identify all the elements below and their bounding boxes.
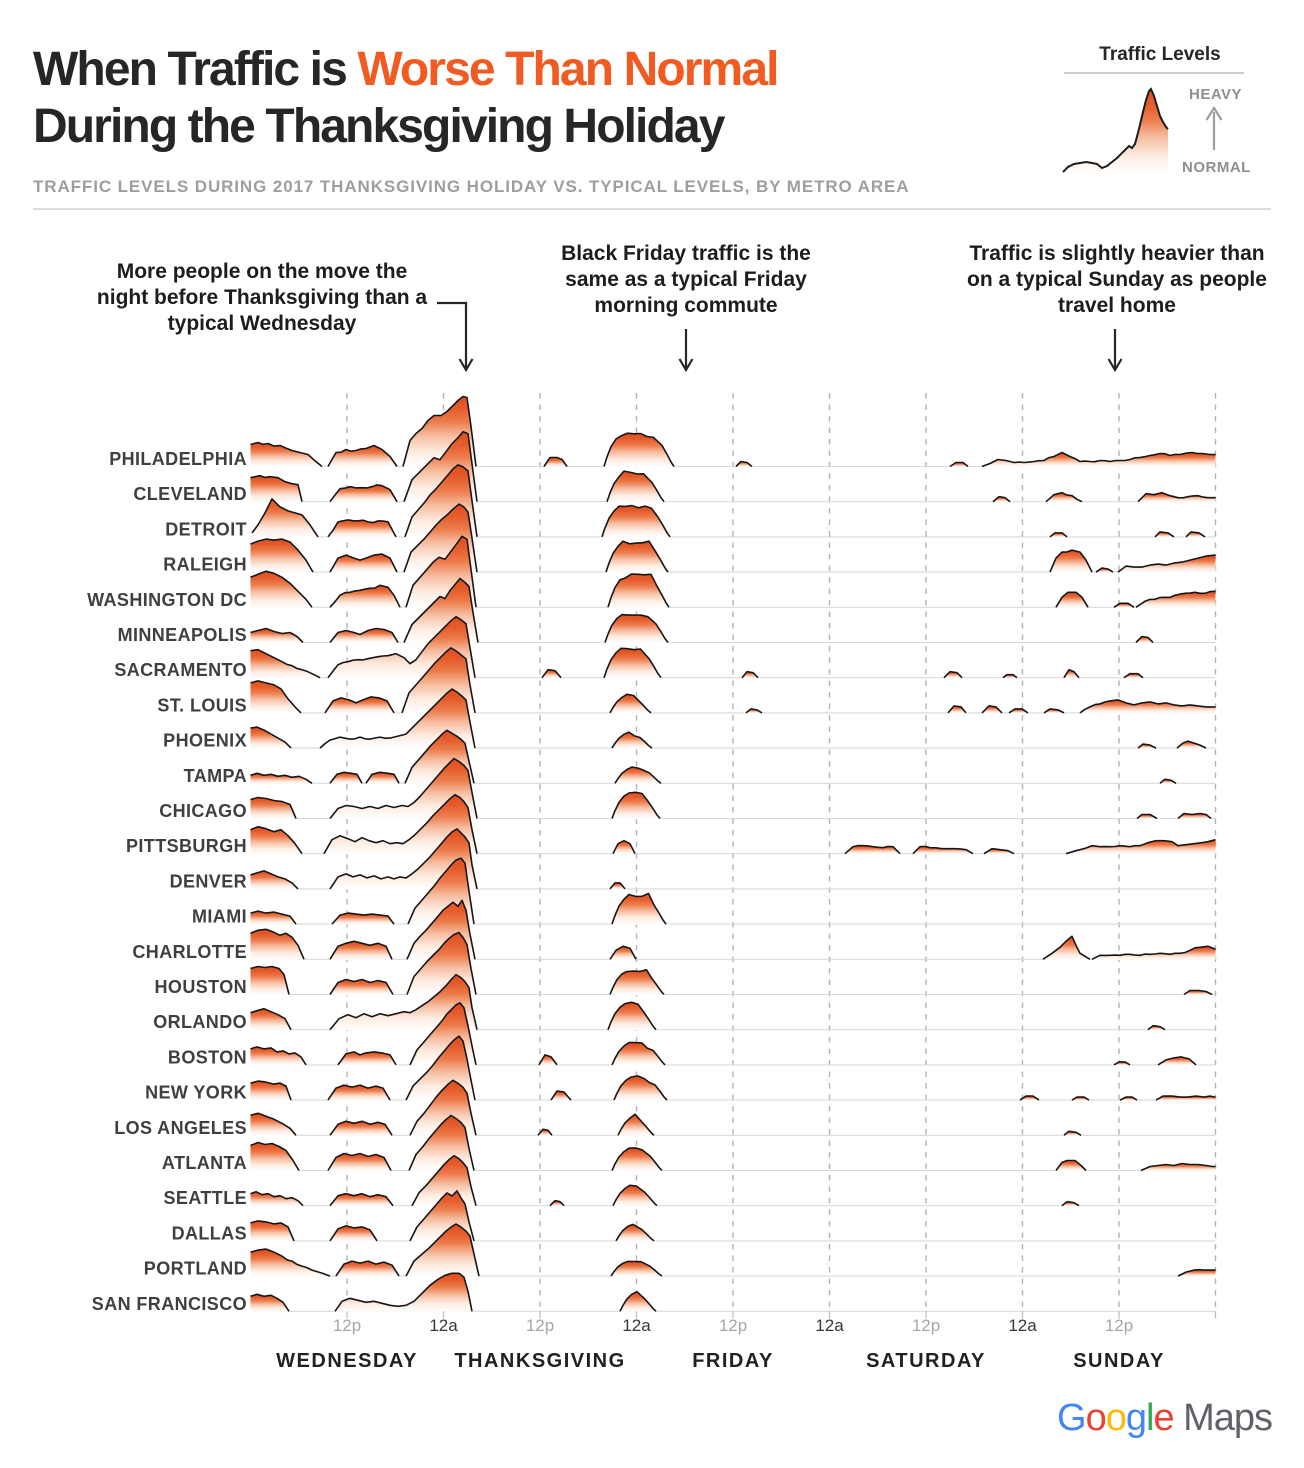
svg-text:12p: 12p bbox=[526, 1316, 554, 1335]
svg-text:HOUSTON: HOUSTON bbox=[155, 977, 247, 997]
svg-text:CHICAGO: CHICAGO bbox=[159, 801, 247, 821]
svg-text:ORLANDO: ORLANDO bbox=[153, 1012, 247, 1032]
svg-text:DALLAS: DALLAS bbox=[172, 1223, 247, 1243]
svg-text:TAMPA: TAMPA bbox=[184, 766, 247, 786]
svg-text:ST. LOUIS: ST. LOUIS bbox=[157, 695, 247, 715]
svg-text:SEATTLE: SEATTLE bbox=[164, 1188, 247, 1208]
svg-text:Google Maps: Google Maps bbox=[1057, 1397, 1272, 1439]
svg-text:12a: 12a bbox=[815, 1316, 844, 1335]
svg-text:LOS ANGELES: LOS ANGELES bbox=[114, 1118, 247, 1138]
svg-text:SUNDAY: SUNDAY bbox=[1073, 1350, 1165, 1372]
svg-text:CLEVELAND: CLEVELAND bbox=[133, 484, 247, 504]
svg-text:SACRAMENTO: SACRAMENTO bbox=[114, 660, 247, 680]
svg-text:SATURDAY: SATURDAY bbox=[866, 1350, 986, 1372]
svg-text:12a: 12a bbox=[1008, 1316, 1037, 1335]
svg-text:PITTSBURGH: PITTSBURGH bbox=[126, 836, 247, 856]
svg-text:MIAMI: MIAMI bbox=[192, 907, 247, 927]
svg-text:WASHINGTON DC: WASHINGTON DC bbox=[87, 590, 247, 610]
svg-text:SAN FRANCISCO: SAN FRANCISCO bbox=[92, 1294, 247, 1314]
svg-text:CHARLOTTE: CHARLOTTE bbox=[132, 942, 247, 962]
svg-text:12p: 12p bbox=[1105, 1316, 1133, 1335]
svg-text:NEW YORK: NEW YORK bbox=[145, 1083, 247, 1103]
svg-text:12a: 12a bbox=[429, 1316, 458, 1335]
svg-text:THANKSGIVING: THANKSGIVING bbox=[454, 1350, 625, 1372]
svg-text:12p: 12p bbox=[912, 1316, 940, 1335]
svg-text:12p: 12p bbox=[719, 1316, 747, 1335]
svg-text:WEDNESDAY: WEDNESDAY bbox=[276, 1350, 418, 1372]
svg-text:RALEIGH: RALEIGH bbox=[163, 555, 247, 575]
svg-text:12p: 12p bbox=[333, 1316, 361, 1335]
svg-text:DETROIT: DETROIT bbox=[165, 519, 247, 539]
svg-text:PHILADELPHIA: PHILADELPHIA bbox=[109, 449, 247, 469]
svg-text:12a: 12a bbox=[622, 1316, 651, 1335]
svg-text:MINNEAPOLIS: MINNEAPOLIS bbox=[118, 625, 247, 645]
svg-text:DENVER: DENVER bbox=[170, 871, 247, 891]
svg-text:PHOENIX: PHOENIX bbox=[163, 731, 247, 751]
svg-text:BOSTON: BOSTON bbox=[168, 1047, 247, 1067]
svg-text:ATLANTA: ATLANTA bbox=[162, 1153, 247, 1173]
svg-text:FRIDAY: FRIDAY bbox=[692, 1350, 774, 1372]
svg-text:PORTLAND: PORTLAND bbox=[144, 1259, 247, 1279]
